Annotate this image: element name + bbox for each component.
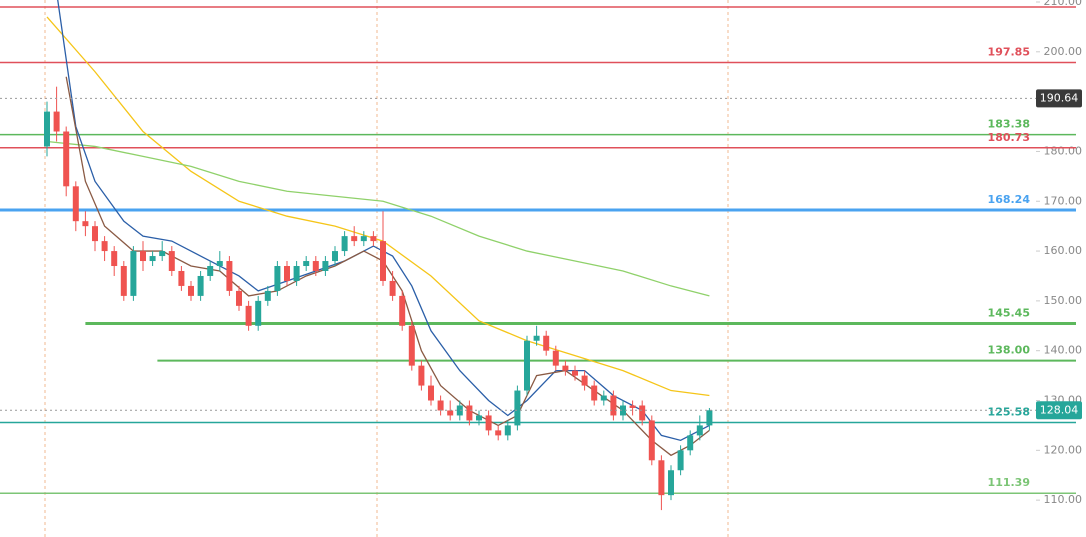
candle-body (216, 261, 223, 267)
level-label: 125.58 (988, 406, 1030, 419)
candle-body (322, 261, 329, 271)
candle-body (341, 236, 348, 252)
candle-body (226, 261, 233, 291)
candle-body (140, 251, 146, 262)
moving-average (46, 140, 710, 297)
candle-body (485, 415, 492, 431)
y-tick-label: 140.00 (1044, 344, 1083, 357)
candle-body (207, 266, 214, 276)
candle-body (82, 221, 89, 227)
candle-body (552, 350, 559, 366)
candle-body (418, 365, 425, 386)
candle-body (524, 340, 530, 391)
candle-body (188, 285, 194, 296)
y-tick-label: 160.00 (1044, 244, 1083, 257)
candle-body (178, 270, 185, 286)
candle-body (533, 335, 540, 341)
candle-body (476, 415, 482, 421)
candle-body (111, 251, 118, 267)
candle-body (53, 111, 60, 132)
candle-body (456, 405, 463, 416)
level-label: 138.00 (988, 344, 1031, 357)
candle-body (677, 450, 684, 471)
candle-body (360, 236, 367, 242)
candle-body (399, 295, 406, 326)
candle-body (447, 410, 454, 416)
candle-body (312, 261, 319, 271)
candle-body (687, 435, 694, 451)
candle-body (380, 241, 386, 281)
candle-body (236, 290, 242, 306)
candle-body (706, 410, 713, 426)
candle-body (437, 400, 444, 411)
candle-body (303, 261, 310, 267)
candle-body (658, 460, 665, 496)
candle-body (495, 430, 502, 436)
y-tick-label: 150.00 (1044, 294, 1083, 307)
price-tag (1036, 401, 1082, 420)
candle-body (389, 280, 396, 296)
candle-body (120, 266, 127, 296)
level-label: 168.24 (988, 193, 1031, 206)
level-label: 111.39 (988, 476, 1030, 489)
moving-average (46, 16, 710, 397)
price-tag (1036, 89, 1082, 108)
candle-body (562, 365, 569, 371)
moving-average (57, 0, 710, 442)
price-tag-label: 190.64 (1040, 91, 1079, 104)
candle-body (600, 395, 607, 401)
candle-body (92, 226, 98, 242)
candle-body (648, 420, 655, 461)
candle-body (514, 390, 521, 426)
level-label: 145.45 (988, 307, 1030, 320)
candle-body (130, 251, 137, 296)
candle-body (620, 405, 626, 416)
candle-body (639, 405, 646, 421)
candle-body (351, 236, 358, 242)
level-label: 183.38 (988, 118, 1030, 131)
price-tag-label: 128.04 (1040, 403, 1079, 416)
candle-body (668, 470, 674, 496)
y-tick-label: 200.00 (1044, 45, 1083, 58)
candle-body (581, 375, 588, 386)
y-tick-label: 110.00 (1044, 493, 1083, 506)
level-label: 180.73 (988, 131, 1030, 144)
candle-body (293, 266, 300, 281)
y-tick-label: 120.00 (1044, 443, 1083, 456)
candle-body (149, 256, 156, 262)
candle-body (255, 300, 262, 326)
candle-body (466, 405, 473, 421)
candle-body (696, 425, 703, 436)
candle-body (610, 395, 617, 416)
candle-body (629, 405, 636, 408)
candle-body (543, 335, 550, 351)
candle-body (284, 266, 290, 281)
candle-body (72, 186, 79, 222)
candle-body (332, 251, 338, 262)
candle-body (159, 251, 166, 257)
candle-body (591, 385, 598, 401)
candle-body (274, 266, 281, 291)
y-tick-label: 180.00 (1044, 144, 1083, 157)
candle-body (428, 385, 434, 401)
candle-body (370, 236, 377, 242)
y-tick-label: 170.00 (1044, 194, 1083, 207)
candle-body (44, 111, 50, 147)
level-label: 197.85 (988, 46, 1030, 59)
candle-body (408, 325, 415, 366)
candle-body (168, 251, 175, 271)
candle-body (101, 241, 108, 252)
candle-body (63, 131, 70, 187)
candle-body (264, 290, 271, 301)
candle-body (197, 275, 204, 296)
candle-body (572, 370, 578, 376)
y-tick-label: 210.00 (1044, 0, 1083, 8)
candle-body (504, 425, 511, 436)
candle-body (245, 305, 252, 326)
